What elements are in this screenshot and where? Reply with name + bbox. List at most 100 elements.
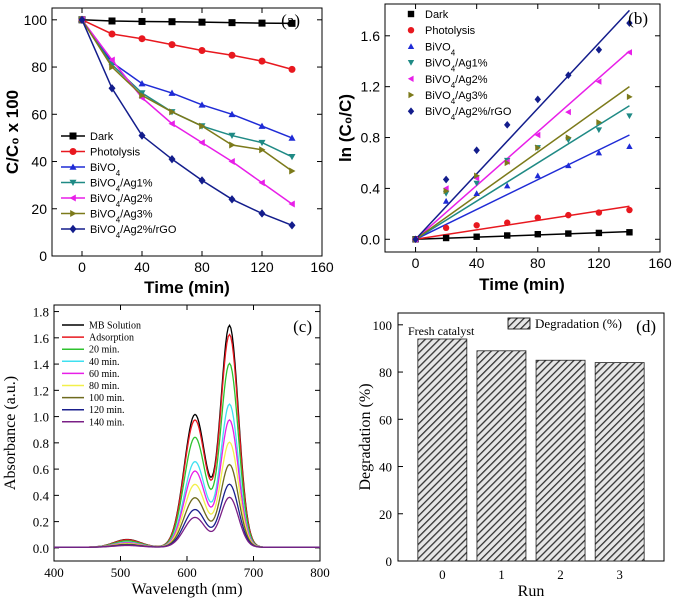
panel-a-point-5-1 — [109, 63, 116, 71]
panel-c-label: (c) — [293, 317, 312, 336]
panel-b-xtick-label-1: 40 — [469, 255, 485, 271]
panel-b-series — [412, 19, 633, 244]
panel-b-point-5-5 — [565, 134, 572, 141]
panel-b-point-3-2 — [473, 180, 480, 187]
panel-a-point-1-1 — [108, 30, 116, 38]
panel-a-point-4-1 — [108, 56, 115, 64]
panel-a-point-2-4 — [198, 101, 206, 108]
panel-a-legend-marker-3 — [69, 179, 77, 186]
panel-b-point-5-2 — [474, 172, 480, 179]
panel-a-point-6-1 — [108, 84, 116, 93]
panel-b-legend-label-3: BiVO4/Ag1% — [425, 58, 488, 74]
panel-b-legend-label-2: BiVO4 — [425, 41, 456, 57]
panel-a-point-1-5 — [228, 51, 236, 59]
panel-b-point-3-6 — [595, 127, 603, 134]
panel-a-point-0-4 — [198, 18, 206, 26]
panel-b-point-5-7 — [626, 93, 633, 101]
panel-a-ytick-label-4: 80 — [31, 59, 47, 75]
panel-a-point-0-7 — [288, 19, 296, 27]
panel-a-legend-label-4: BiVO4/Ag2% — [90, 193, 153, 209]
panel-a-legend-marker-0 — [69, 132, 77, 140]
panel-b-point-6-4 — [534, 95, 541, 104]
panel-a-legend-marker-1 — [69, 148, 77, 155]
panel-b-xtick-label-0: 0 — [412, 255, 420, 271]
panel-a-legend-label-0: Dark — [90, 131, 114, 143]
panel-a-legend-marker-2 — [69, 163, 77, 170]
panel-b-point-4-7 — [626, 49, 633, 56]
panel-a-xlabel: Time (min) — [144, 278, 230, 297]
panel-b-ytick-label-4: 1.6 — [361, 28, 381, 44]
panel-d-xtick-label-2: 2 — [557, 567, 564, 582]
panel-c-xtick-label-4: 800 — [310, 565, 330, 580]
panel-b-legend-marker-6 — [407, 107, 415, 116]
panel-a-legend-label-1: Photolysis — [90, 147, 141, 159]
panel-b-xlabel: Time (min) — [479, 275, 565, 294]
panel-c-spectrum-5 — [54, 441, 320, 548]
panel-a-point-5-7 — [289, 167, 296, 175]
panel-b-ytick-label-3: 1.2 — [361, 79, 381, 95]
panel-a-legend: DarkPhotolysisBiVO4BiVO4/Ag1%BiVO4/Ag2%B… — [61, 131, 177, 240]
panel-b-point-6-1 — [442, 175, 450, 184]
panel-a-ytick-label-1: 20 — [31, 201, 47, 217]
panel-b-point-0-1 — [442, 234, 450, 242]
panel-a-point-0-2 — [138, 17, 146, 25]
panel-c-spectrum-8 — [54, 496, 320, 548]
panel-a-legend-label-2: BiVO4 — [90, 162, 121, 178]
panel-a-point-4-3 — [168, 120, 175, 128]
panel-b-legend-label-1: Photolysis — [425, 25, 476, 37]
panel-b-point-2-1 — [442, 197, 450, 204]
panel-c-legend-label-3: 40 min. — [89, 357, 120, 368]
panel-b-legend-marker-5 — [408, 91, 415, 99]
panel-a-xtick-label-3: 120 — [250, 259, 274, 275]
panel-a-series-line-1 — [81, 19, 293, 71]
panel-a-point-1-6 — [258, 57, 266, 65]
panel-a-xtick-label-4: 160 — [310, 259, 334, 275]
panel-a-legend-marker-6 — [69, 224, 77, 234]
panel-b-point-5-3 — [504, 159, 511, 167]
panel-b-legend-label-5: BiVO4/Ag3% — [425, 90, 488, 106]
panel-a-point-4-5 — [228, 158, 235, 166]
panel-b-point-2-6 — [595, 149, 603, 156]
panel-b-point-0-4 — [534, 230, 541, 238]
panel-b-xtick-label-3: 120 — [587, 255, 611, 271]
panel-a-point-5-5 — [229, 141, 236, 149]
panel-a-chart: 0 40 80 120 160 0 20 40 60 80 100 Dark Photolysis Bi… — [3, 7, 334, 297]
panel-a-point-2-5 — [228, 110, 236, 118]
panel-b-fit-line-4 — [415, 50, 630, 240]
panel-d-xtick-label-0: 0 — [439, 567, 446, 582]
panel-b-point-1-1 — [442, 224, 450, 232]
panel-a-point-2-7 — [288, 134, 296, 141]
panel-b-fit-line-2 — [415, 134, 630, 240]
panel-b-point-2-3 — [504, 182, 511, 189]
panel-b-point-0-3 — [504, 232, 511, 239]
panel-b-point-4-6 — [595, 78, 602, 85]
panel-d-legend-text: Degradation (%) — [535, 316, 622, 331]
panel-b-point-0-2 — [473, 233, 480, 240]
panel-a-point-6-7 — [288, 221, 296, 230]
panel-b-point-6-0 — [412, 235, 419, 244]
panel-c-ytick-label-3: 0.6 — [33, 462, 50, 477]
panel-c-legend-label-4: 60 min. — [89, 369, 120, 380]
panel-b-point-1-2 — [473, 222, 480, 229]
panel-b-point-4-4 — [534, 131, 541, 139]
panel-a-point-0-1 — [108, 17, 116, 25]
panel-b-point-1-7 — [626, 206, 633, 214]
panel-a-ytick-label-5: 100 — [24, 12, 48, 28]
panel-d-ytick-label-0: 0 — [386, 554, 393, 569]
panel-a-ytick-label-0: 0 — [39, 248, 47, 264]
panel-b-point-0-5 — [565, 230, 572, 237]
panel-a-point-5-2 — [139, 91, 146, 99]
panel-a-point-6-2 — [138, 131, 146, 140]
panel-b-point-1-6 — [595, 209, 603, 216]
panel-c-ylabel: Absorbance (a.u.) — [2, 376, 19, 490]
panel-b-point-0-7 — [626, 229, 633, 236]
panel-c-ytick-label-7: 1.4 — [33, 357, 50, 372]
panel-d-ylabel: Degradation (%) — [357, 383, 374, 490]
panel-b-ylabel: ln (C₀/C) — [336, 94, 355, 162]
panel-d-legend-swatch — [507, 317, 531, 330]
panel-b-legend-label-0: Dark — [425, 9, 449, 21]
panel-b-legend-marker-4 — [407, 75, 414, 82]
panel-b-legend-label-6: BiVO4/Ag2%/rGO — [425, 106, 512, 122]
panel-d-bar-0 — [417, 338, 468, 562]
